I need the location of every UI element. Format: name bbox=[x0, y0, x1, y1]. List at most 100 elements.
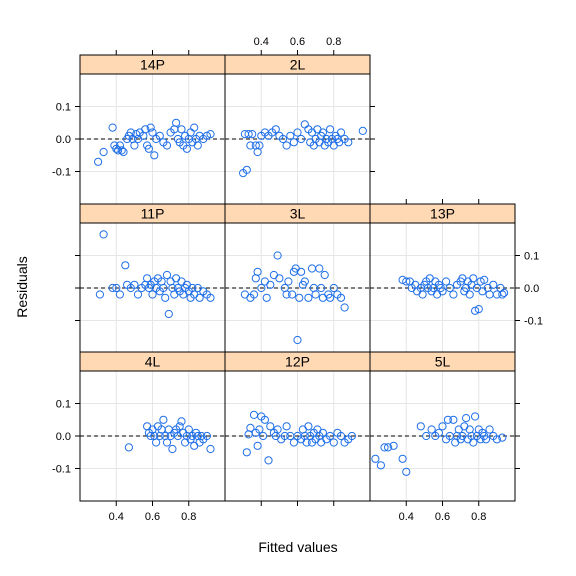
data-point bbox=[384, 443, 393, 452]
data-point bbox=[133, 290, 143, 299]
data-point bbox=[449, 415, 458, 424]
panel-strip-label: 5L bbox=[435, 354, 451, 370]
data-point bbox=[389, 441, 398, 450]
data-point bbox=[114, 146, 123, 155]
data-point bbox=[438, 287, 447, 296]
data-point bbox=[115, 290, 125, 299]
data-point bbox=[492, 435, 501, 444]
data-point bbox=[148, 290, 157, 299]
y-tick-label: -0.1 bbox=[52, 464, 71, 476]
data-point bbox=[498, 290, 507, 299]
data-point bbox=[246, 141, 255, 150]
data-point bbox=[148, 128, 157, 137]
data-point bbox=[108, 123, 117, 132]
data-point bbox=[376, 461, 385, 470]
data-point bbox=[264, 456, 273, 465]
x-tick-label: 0.6 bbox=[290, 36, 305, 48]
data-point bbox=[144, 144, 153, 153]
data-point bbox=[297, 267, 306, 276]
data-point bbox=[371, 454, 380, 463]
data-point bbox=[266, 280, 275, 289]
data-point bbox=[434, 428, 443, 437]
x-tick-label: 0.8 bbox=[471, 511, 486, 523]
data-point bbox=[246, 423, 255, 432]
data-point bbox=[99, 147, 108, 157]
data-point bbox=[206, 130, 215, 139]
data-point bbox=[95, 290, 105, 299]
data-point bbox=[282, 290, 291, 299]
y-tick-label: -0.1 bbox=[52, 167, 71, 179]
data-point bbox=[255, 141, 264, 150]
data-point bbox=[282, 141, 291, 150]
data-point bbox=[317, 283, 326, 293]
data-point bbox=[284, 277, 293, 286]
data-point bbox=[485, 425, 494, 434]
data-point bbox=[257, 283, 266, 293]
data-point bbox=[358, 126, 367, 135]
data-point bbox=[253, 267, 262, 276]
data-point bbox=[141, 125, 150, 134]
data-point bbox=[119, 147, 128, 157]
data-point bbox=[438, 422, 447, 431]
data-point bbox=[115, 141, 125, 150]
data-point bbox=[418, 290, 427, 299]
data-point bbox=[311, 290, 320, 299]
data-point bbox=[117, 146, 126, 155]
data-point bbox=[289, 138, 298, 147]
data-point bbox=[195, 293, 204, 302]
x-axis-title: Fitted values bbox=[258, 539, 337, 555]
x-tick-label: 0.4 bbox=[399, 511, 414, 523]
panel-strip bbox=[369, 351, 516, 372]
data-point bbox=[248, 130, 257, 139]
data-point bbox=[242, 165, 251, 174]
data-point bbox=[162, 438, 172, 447]
panel-strip-label: 13P bbox=[430, 206, 455, 222]
data-point bbox=[320, 270, 329, 280]
y-tick-label: 0.0 bbox=[56, 431, 71, 443]
data-point bbox=[94, 157, 103, 166]
data-point bbox=[177, 417, 186, 426]
data-point bbox=[162, 141, 172, 150]
data-point bbox=[249, 290, 259, 299]
data-point bbox=[336, 431, 346, 441]
data-point bbox=[159, 415, 168, 424]
data-point bbox=[462, 414, 471, 423]
data-point bbox=[130, 280, 139, 289]
data-point bbox=[168, 444, 177, 454]
data-point bbox=[498, 433, 507, 442]
data-point bbox=[315, 264, 324, 273]
data-point bbox=[124, 443, 133, 452]
data-point bbox=[471, 306, 480, 315]
data-point bbox=[164, 309, 173, 319]
data-point bbox=[344, 138, 353, 147]
panel-strip-label: 2L bbox=[290, 57, 306, 73]
data-point bbox=[253, 441, 262, 450]
data-point bbox=[326, 125, 335, 134]
data-point bbox=[402, 467, 411, 476]
x-tick-label: 0.8 bbox=[181, 511, 196, 523]
x-tick-label: 0.8 bbox=[326, 36, 341, 48]
data-point bbox=[481, 435, 491, 444]
x-tick-label: 0.4 bbox=[109, 511, 124, 523]
data-point bbox=[398, 454, 407, 463]
data-point bbox=[480, 275, 489, 284]
data-point bbox=[161, 293, 170, 302]
data-point bbox=[259, 431, 268, 441]
data-point bbox=[244, 130, 253, 139]
data-point bbox=[469, 274, 478, 283]
panel-strip-label: 14P bbox=[140, 57, 165, 73]
x-tick-label: 0.6 bbox=[145, 511, 160, 523]
panel-strip-label: 12P bbox=[285, 354, 310, 370]
data-point bbox=[347, 431, 356, 441]
data-point bbox=[146, 123, 155, 132]
panel-3L: 3L bbox=[224, 203, 371, 354]
panel-14P: 14P bbox=[79, 54, 226, 205]
panel-11P: 11P bbox=[79, 203, 226, 354]
data-point bbox=[159, 283, 168, 293]
data-point bbox=[329, 283, 338, 293]
y-tick-label: 0.0 bbox=[524, 283, 539, 295]
data-point bbox=[302, 438, 311, 447]
data-point bbox=[255, 425, 264, 434]
data-point bbox=[416, 422, 425, 431]
